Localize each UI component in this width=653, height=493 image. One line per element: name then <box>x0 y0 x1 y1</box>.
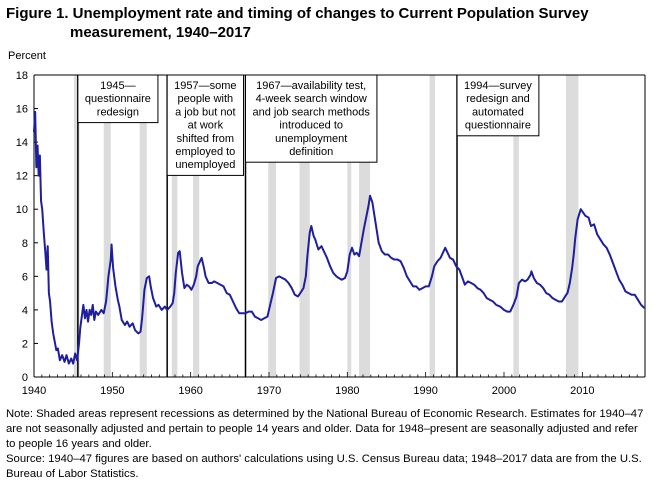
source-text: Source: 1940–47 figures are based on aut… <box>6 453 642 480</box>
y-tick-label-4: 4 <box>22 305 28 317</box>
y-tick-label-10: 10 <box>16 204 28 216</box>
annotation-text-1-line-2: a job but not <box>175 106 236 118</box>
annotation-text-0: 1945— questionnaire redesign <box>85 80 151 118</box>
chart-axes: Percent 0 2 4 6 8 10 12 14 16 18 1940 1950 1960 1970 19… <box>8 50 646 397</box>
annotation-1: 1957—some people with a job but not at work… <box>166 74 245 176</box>
x-tick-label-2000: 2000 <box>492 385 516 397</box>
annotation-box-3 <box>456 74 540 137</box>
x-tick-label-1950: 1950 <box>100 385 124 397</box>
x-tick-label-1960: 1960 <box>178 385 202 397</box>
annotation-text-2-line-3: introduced to <box>279 120 343 132</box>
figure-title: Figure 1. Unemployment rate and timing o… <box>6 4 589 42</box>
note-text: Note: Shaded areas represent recessions … <box>6 408 644 450</box>
annotation-text-2-line-1: 4-week search window <box>256 93 367 105</box>
annotation-text-1: 1957—some people with a job but not at work… <box>174 80 236 171</box>
y-tick-label-16: 16 <box>16 104 28 116</box>
annotation-text-2: 1967—availability test, 4-week search win… <box>253 80 371 158</box>
unemployment-chart: Percent 0 2 4 6 8 10 12 14 16 18 1940 1950 1960 1970 19… <box>8 50 646 397</box>
x-tick-label-1970: 1970 <box>257 385 281 397</box>
recession-band-1 <box>103 75 111 377</box>
annotation-text-0-line-2: redesign <box>97 106 139 118</box>
y-tick-label-8: 8 <box>22 238 28 250</box>
annotation-text-3-line-1: redesign and <box>466 93 530 105</box>
annotation-text-1-line-3: at work <box>188 120 224 132</box>
recession-band-3 <box>171 75 178 377</box>
recession-band-4 <box>193 75 200 377</box>
series-layer <box>33 110 646 365</box>
y-tick-label-14: 14 <box>16 137 28 149</box>
x-tick-label-1990: 1990 <box>413 385 437 397</box>
title-line-1: Figure 1. Unemployment rate and timing o… <box>6 5 589 22</box>
annotation-box-0 <box>77 74 159 124</box>
annotation-text-0-line-1: questionnaire <box>85 93 151 105</box>
y-tick-label-12: 12 <box>16 171 28 183</box>
annotation-2: 1967—availability test, 4-week search win… <box>245 74 378 163</box>
chart-notes: Note: Shaded areas represent recessions … <box>6 407 646 482</box>
recession-band-0 <box>73 75 80 377</box>
x-tick-label-1940: 1940 <box>22 385 46 397</box>
y-tick-label-6: 6 <box>22 271 28 283</box>
annotation-text-1-line-1: people with <box>178 93 234 105</box>
y-axis-label: Percent <box>8 50 46 62</box>
annotation-box-2 <box>245 74 378 163</box>
annotation-box-1 <box>166 74 245 176</box>
recession-band-10 <box>513 75 519 377</box>
x-tick-label-2010: 2010 <box>570 385 594 397</box>
recession-band-9 <box>429 75 436 377</box>
annotation-text-1-line-4: shifted from <box>177 133 234 145</box>
annotation-text-1-line-6: unemployed <box>175 159 235 171</box>
annotation-text-0-line-0: 1945— <box>100 80 135 92</box>
title-line-2: measurement, 1940–2017 <box>70 24 251 41</box>
recession-band-6 <box>299 75 310 377</box>
recession-band-5 <box>268 75 277 377</box>
series-line-0 <box>33 110 646 365</box>
annotation-text-2-line-2: and job search methods <box>253 106 371 118</box>
annotation-text-2-line-4: unemployment <box>275 133 347 145</box>
y-tick-label-18: 18 <box>16 70 28 82</box>
annotation-text-1-line-5: employed to <box>175 146 235 158</box>
annotation-3: 1994—survey redesign and automated question… <box>456 74 540 137</box>
annotation-text-3-line-2: automated <box>472 106 524 118</box>
y-tick-label-2: 2 <box>22 338 28 350</box>
x-tick-label-1980: 1980 <box>335 385 359 397</box>
y-tick-label-0: 0 <box>22 372 28 384</box>
annotation-text-3-line-3: questionnaire <box>465 120 531 132</box>
recession-band-2 <box>139 75 147 377</box>
annotation-text-2-line-5: definition <box>289 146 333 158</box>
annotation-text-2-line-0: 1967—availability test, <box>256 80 366 92</box>
recession-band-11 <box>565 75 579 377</box>
recession-band-7 <box>347 75 352 377</box>
annotation-text-1-line-0: 1957—some <box>174 80 236 92</box>
annotation-0: 1945— questionnaire redesign <box>77 74 159 124</box>
annotation-text-3: 1994—survey redesign and automated question… <box>464 80 532 132</box>
annotation-text-3-line-0: 1994—survey <box>464 80 532 92</box>
